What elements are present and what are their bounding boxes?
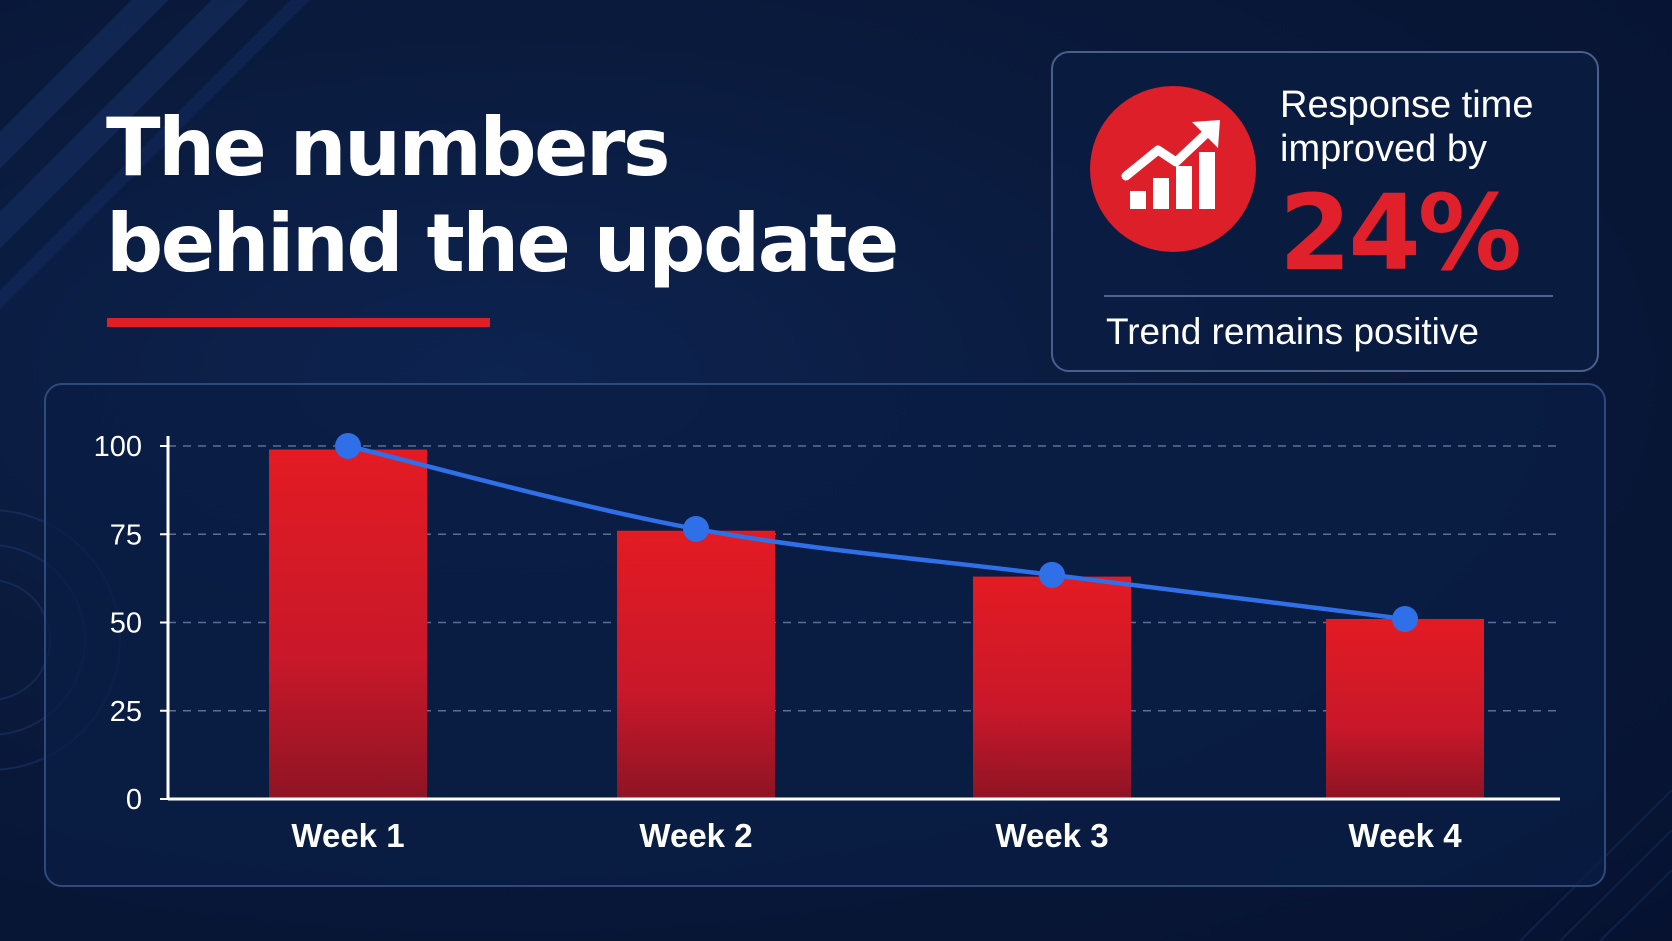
x-category-label: Week 2	[639, 817, 752, 854]
y-tick-label: 0	[126, 784, 142, 816]
page-title-line-2: behind the update	[106, 197, 899, 290]
x-category-label: Week 3	[995, 817, 1108, 854]
bar-2	[617, 530, 775, 799]
y-tick-label: 75	[110, 519, 142, 551]
bar-line-chart: 0 25 50 75 100 Week 1 Week 2 Week 3 Week 4	[94, 431, 1560, 854]
trend-chart-icon	[1090, 86, 1256, 252]
stat-caption: Trend remains positive	[1106, 311, 1479, 352]
y-tick-label: 50	[110, 608, 142, 640]
bar-1	[269, 449, 427, 799]
stat-label: Response time improved by	[1280, 83, 1533, 171]
bar-4	[1326, 618, 1484, 799]
stat-label-line-1: Response time	[1280, 84, 1534, 126]
stat-value: 24%	[1279, 172, 1522, 294]
y-tick-label: 100	[94, 431, 142, 463]
trend-line	[345, 443, 1408, 622]
line-point-4	[1392, 605, 1418, 632]
line-point-2	[683, 515, 709, 542]
line-point-3	[1039, 561, 1065, 588]
x-category-label: Week 4	[1348, 817, 1462, 854]
stat-divider	[1104, 295, 1553, 297]
title-underline	[107, 318, 490, 327]
x-category-label: Week 1	[291, 817, 404, 854]
page-title: The numbers behind the update	[106, 100, 899, 292]
bar-3	[973, 576, 1131, 799]
line-point-1	[335, 433, 361, 459]
y-tick-label: 25	[110, 696, 142, 728]
stat-card: Response time improved by 24% Trend rema…	[1051, 51, 1599, 372]
stat-label-line-2: improved by	[1280, 128, 1487, 170]
page-title-line-1: The numbers	[106, 101, 670, 194]
chart-panel: 0 25 50 75 100 Week 1 Week 2 Week 3 Week 4	[44, 383, 1606, 887]
